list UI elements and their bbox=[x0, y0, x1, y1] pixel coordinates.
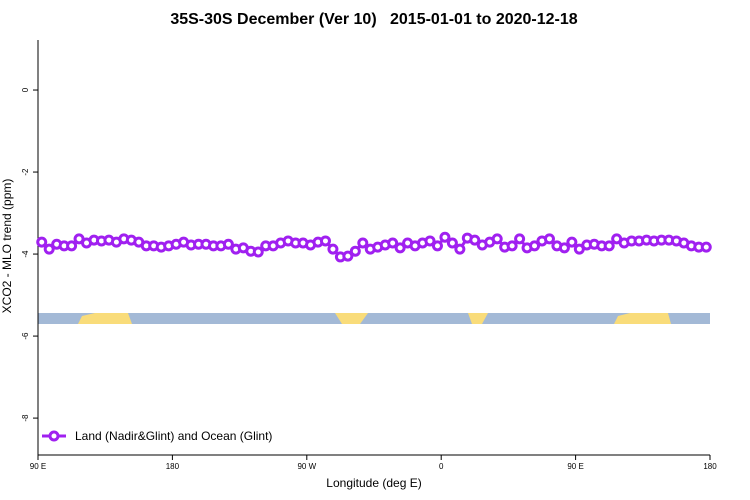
y-tick-label: -2 bbox=[21, 168, 30, 176]
data-point bbox=[319, 235, 331, 247]
data-point bbox=[603, 240, 615, 252]
data-point bbox=[431, 240, 443, 252]
data-point bbox=[252, 246, 264, 258]
legend: Land (Nadir&Glint) and Ocean (Glint) bbox=[42, 429, 272, 443]
data-point bbox=[439, 231, 451, 243]
map-strip bbox=[38, 313, 710, 324]
data-point bbox=[469, 234, 481, 246]
x-axis-label: Longitude (deg E) bbox=[326, 476, 421, 490]
data-point bbox=[66, 240, 78, 252]
x-tick-label: 90 E bbox=[30, 462, 46, 471]
x-tick-label: 0 bbox=[439, 462, 444, 471]
data-point bbox=[36, 236, 48, 248]
x-tick-label: 90 E bbox=[567, 462, 583, 471]
data-point bbox=[514, 233, 526, 245]
data-point bbox=[529, 240, 541, 252]
data-point bbox=[454, 243, 466, 255]
data-point bbox=[387, 237, 399, 249]
data-point bbox=[506, 240, 518, 252]
data-point bbox=[349, 245, 361, 257]
data-point bbox=[357, 237, 369, 249]
data-point bbox=[558, 242, 570, 254]
data-point bbox=[566, 236, 578, 248]
legend-label: Land (Nadir&Glint) and Ocean (Glint) bbox=[75, 429, 272, 443]
y-axis-label: XCO2 - MLO trend (ppm) bbox=[0, 179, 14, 314]
data-point bbox=[222, 238, 234, 250]
data-point bbox=[327, 243, 339, 255]
data-point bbox=[424, 235, 436, 247]
data-point bbox=[446, 237, 458, 249]
x-tick-label: 180 bbox=[703, 462, 717, 471]
chart-title: 35S-30S December (Ver 10) 2015-01-01 to … bbox=[170, 11, 577, 28]
legend-marker bbox=[48, 430, 60, 442]
data-point bbox=[394, 242, 406, 254]
x-tick-label: 90 W bbox=[297, 462, 316, 471]
data-point bbox=[43, 243, 55, 255]
data-point bbox=[342, 250, 354, 262]
y-tick-label: -6 bbox=[21, 332, 30, 340]
data-point bbox=[491, 233, 503, 245]
y-tick-label: -8 bbox=[21, 414, 30, 422]
data-point bbox=[700, 241, 712, 253]
y-tick-label: 0 bbox=[21, 87, 30, 92]
data-point bbox=[543, 233, 555, 245]
x-tick-label: 180 bbox=[166, 462, 180, 471]
y-tick-label: -4 bbox=[21, 250, 30, 258]
